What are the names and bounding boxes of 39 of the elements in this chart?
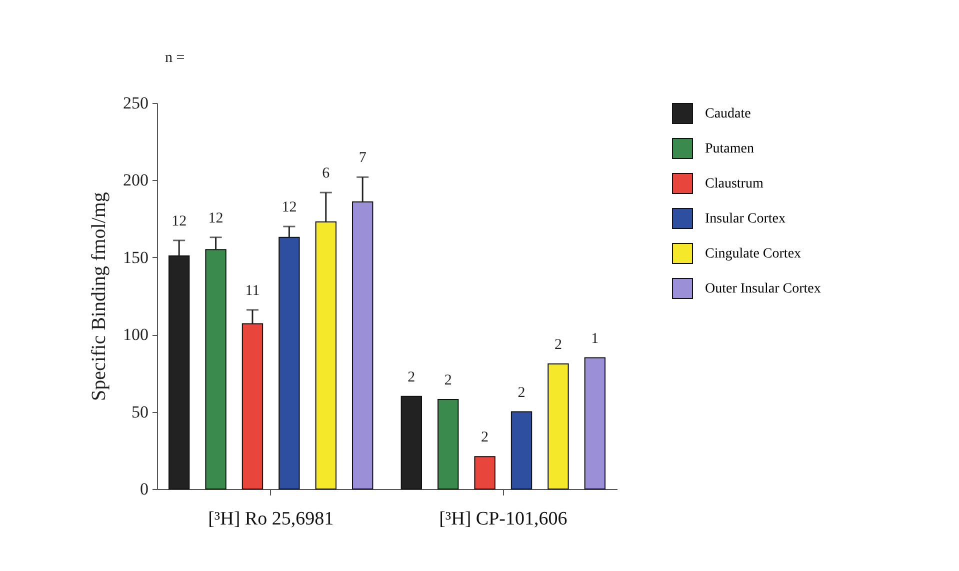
bar (242, 323, 264, 490)
legend-label: Caudate (705, 106, 751, 122)
bar (438, 398, 459, 490)
bar (315, 221, 336, 490)
y-tick-label: 100 (123, 325, 148, 344)
legend-label: Putamen (705, 142, 754, 156)
y-tick-label: 50 (132, 402, 148, 422)
y-tick-label: 250 (123, 94, 148, 112)
text: n = (165, 50, 185, 66)
bar (510, 411, 532, 490)
y-tick-label: 0 (140, 480, 148, 498)
legend-label: Outer Insular Cortex (705, 282, 821, 296)
bar (474, 456, 496, 490)
annotation: 2 (518, 384, 526, 401)
y-axis-title: Specific Binding fmol/mg (88, 192, 110, 401)
annotation: 11 (245, 282, 260, 299)
annotation: 2 (554, 336, 562, 353)
annotation: 2 (481, 430, 489, 446)
bar (352, 201, 374, 490)
bar (205, 249, 226, 490)
y-tick-label: 200 (123, 170, 148, 190)
annotation: 12 (172, 213, 187, 230)
annotation: 12 (208, 210, 224, 226)
bar (584, 357, 606, 490)
bar (278, 236, 300, 490)
annotation: 1 (591, 330, 599, 347)
legend-label: Cingulate Cortex (705, 246, 802, 262)
bar (400, 396, 422, 490)
legend-label: Claustrum (705, 176, 764, 192)
x-tick-label: [³H] CP-101,606 (439, 508, 568, 530)
annotation: 12 (282, 200, 297, 216)
legend-label: Insular Cortex (705, 212, 786, 226)
annotation: 2 (444, 372, 452, 388)
annotation: 2 (408, 369, 416, 386)
annotation: 7 (358, 150, 367, 166)
y-tick-label: 150 (123, 248, 148, 267)
annotation: 6 (322, 166, 330, 182)
bar (548, 363, 569, 490)
x-tick-label: [³H] Ro 25,6981 (208, 508, 334, 530)
